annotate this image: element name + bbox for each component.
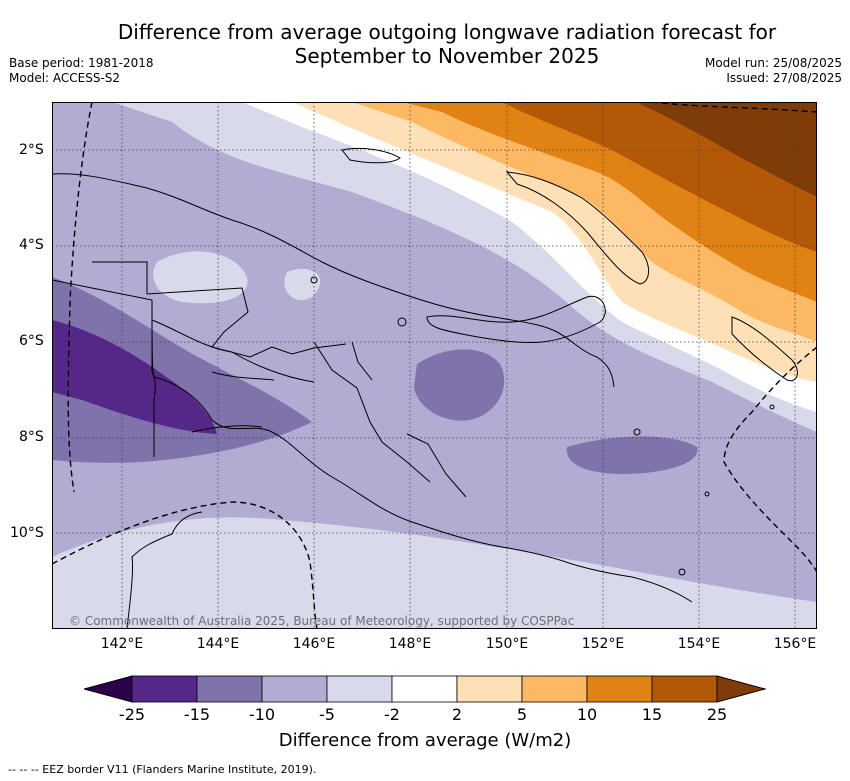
x-tick-154e: 154°E — [677, 636, 721, 652]
colorbar-tick-label: 25 — [706, 705, 728, 724]
colorbar-extend-low — [82, 675, 133, 703]
issued-date: Issued: 27/08/2025 — [726, 71, 842, 85]
eez-legend-note: -- -- -- EEZ border V11 (Flanders Marine… — [8, 763, 317, 776]
y-tick-4s: 4°S — [19, 237, 44, 253]
map-graticule — [52, 102, 817, 629]
anomaly-band-minus15-west — [52, 320, 217, 434]
colorbar-tick-label: -10 — [248, 705, 276, 724]
x-tick-150e: 150°E — [485, 636, 529, 652]
x-tick-146e: 146°E — [292, 636, 336, 652]
map-title: Difference from average outgoing longwav… — [0, 20, 850, 68]
anomaly-blob-minus10-east — [566, 436, 698, 474]
colorbar-tick-label: -5 — [319, 705, 335, 724]
colorbar-tick-label: -25 — [118, 705, 146, 724]
anomaly-band-minus10-west — [52, 277, 312, 463]
x-tick-144e: 144°E — [196, 636, 240, 652]
colorbar-title: Difference from average (W/m2) — [278, 730, 572, 751]
coastlines — [52, 147, 798, 629]
forecast-map — [52, 102, 817, 629]
colorbar-tick-label: 10 — [576, 705, 598, 724]
colorbar-tick-label: 5 — [516, 705, 528, 724]
map-canvas — [52, 102, 817, 629]
colorbar-segment — [521, 675, 588, 703]
eez-borders — [52, 102, 817, 629]
colorbar-tick-label: 15 — [641, 705, 663, 724]
y-tick-2s: 2°S — [19, 142, 44, 158]
title-line-2: September to November 2025 — [294, 44, 600, 68]
x-tick-152e: 152°E — [581, 636, 625, 652]
colorbar-segment — [651, 675, 718, 703]
colorbar-extend-high — [716, 675, 767, 703]
colorbar-tick-label: -15 — [183, 705, 211, 724]
model-run-info: Model run: 25/08/2025 Issued: 27/08/2025 — [705, 56, 842, 86]
title-line-1: Difference from average outgoing longwav… — [117, 20, 777, 44]
x-tick-142e: 142°E — [100, 636, 144, 652]
base-period-info: Base period: 1981-2018 Model: ACCESS-S2 — [9, 56, 154, 86]
base-period: Base period: 1981-2018 — [9, 56, 154, 70]
colorbar-svg — [82, 675, 767, 703]
colorbar-segment — [586, 675, 653, 703]
anomaly-pocket-minus2-b — [284, 268, 321, 301]
colorbar-segment — [131, 675, 198, 703]
colorbar-segment — [196, 675, 263, 703]
colorbar-tick-label: -2 — [384, 705, 400, 724]
model-run: Model run: 25/08/2025 — [704, 56, 842, 70]
colorbar-segment — [261, 675, 328, 703]
anomaly-pocket-minus2-a — [153, 251, 248, 304]
colorbar-segment — [391, 675, 458, 703]
colorbar-segment — [456, 675, 523, 703]
colorbar-segment — [326, 675, 393, 703]
y-tick-8s: 8°S — [19, 429, 44, 445]
x-tick-148e: 148°E — [388, 636, 432, 652]
anomaly-band-plus25 — [637, 102, 817, 197]
anomaly-pocket-minus5 — [52, 122, 542, 353]
anomaly-band-south-minus2 — [52, 517, 817, 629]
model-name: Model: ACCESS-S2 — [9, 71, 121, 85]
map-frame — [52, 102, 817, 629]
colorbar — [82, 674, 768, 704]
x-tick-156e: 156°E — [773, 636, 817, 652]
anomaly-blob-minus10-central — [414, 349, 505, 421]
colorbar-tick-label: 2 — [451, 705, 463, 724]
copyright-notice: © Commonwealth of Australia 2025, Bureau… — [69, 614, 575, 628]
y-tick-10s: 10°S — [10, 525, 44, 541]
y-tick-6s: 6°S — [19, 333, 44, 349]
